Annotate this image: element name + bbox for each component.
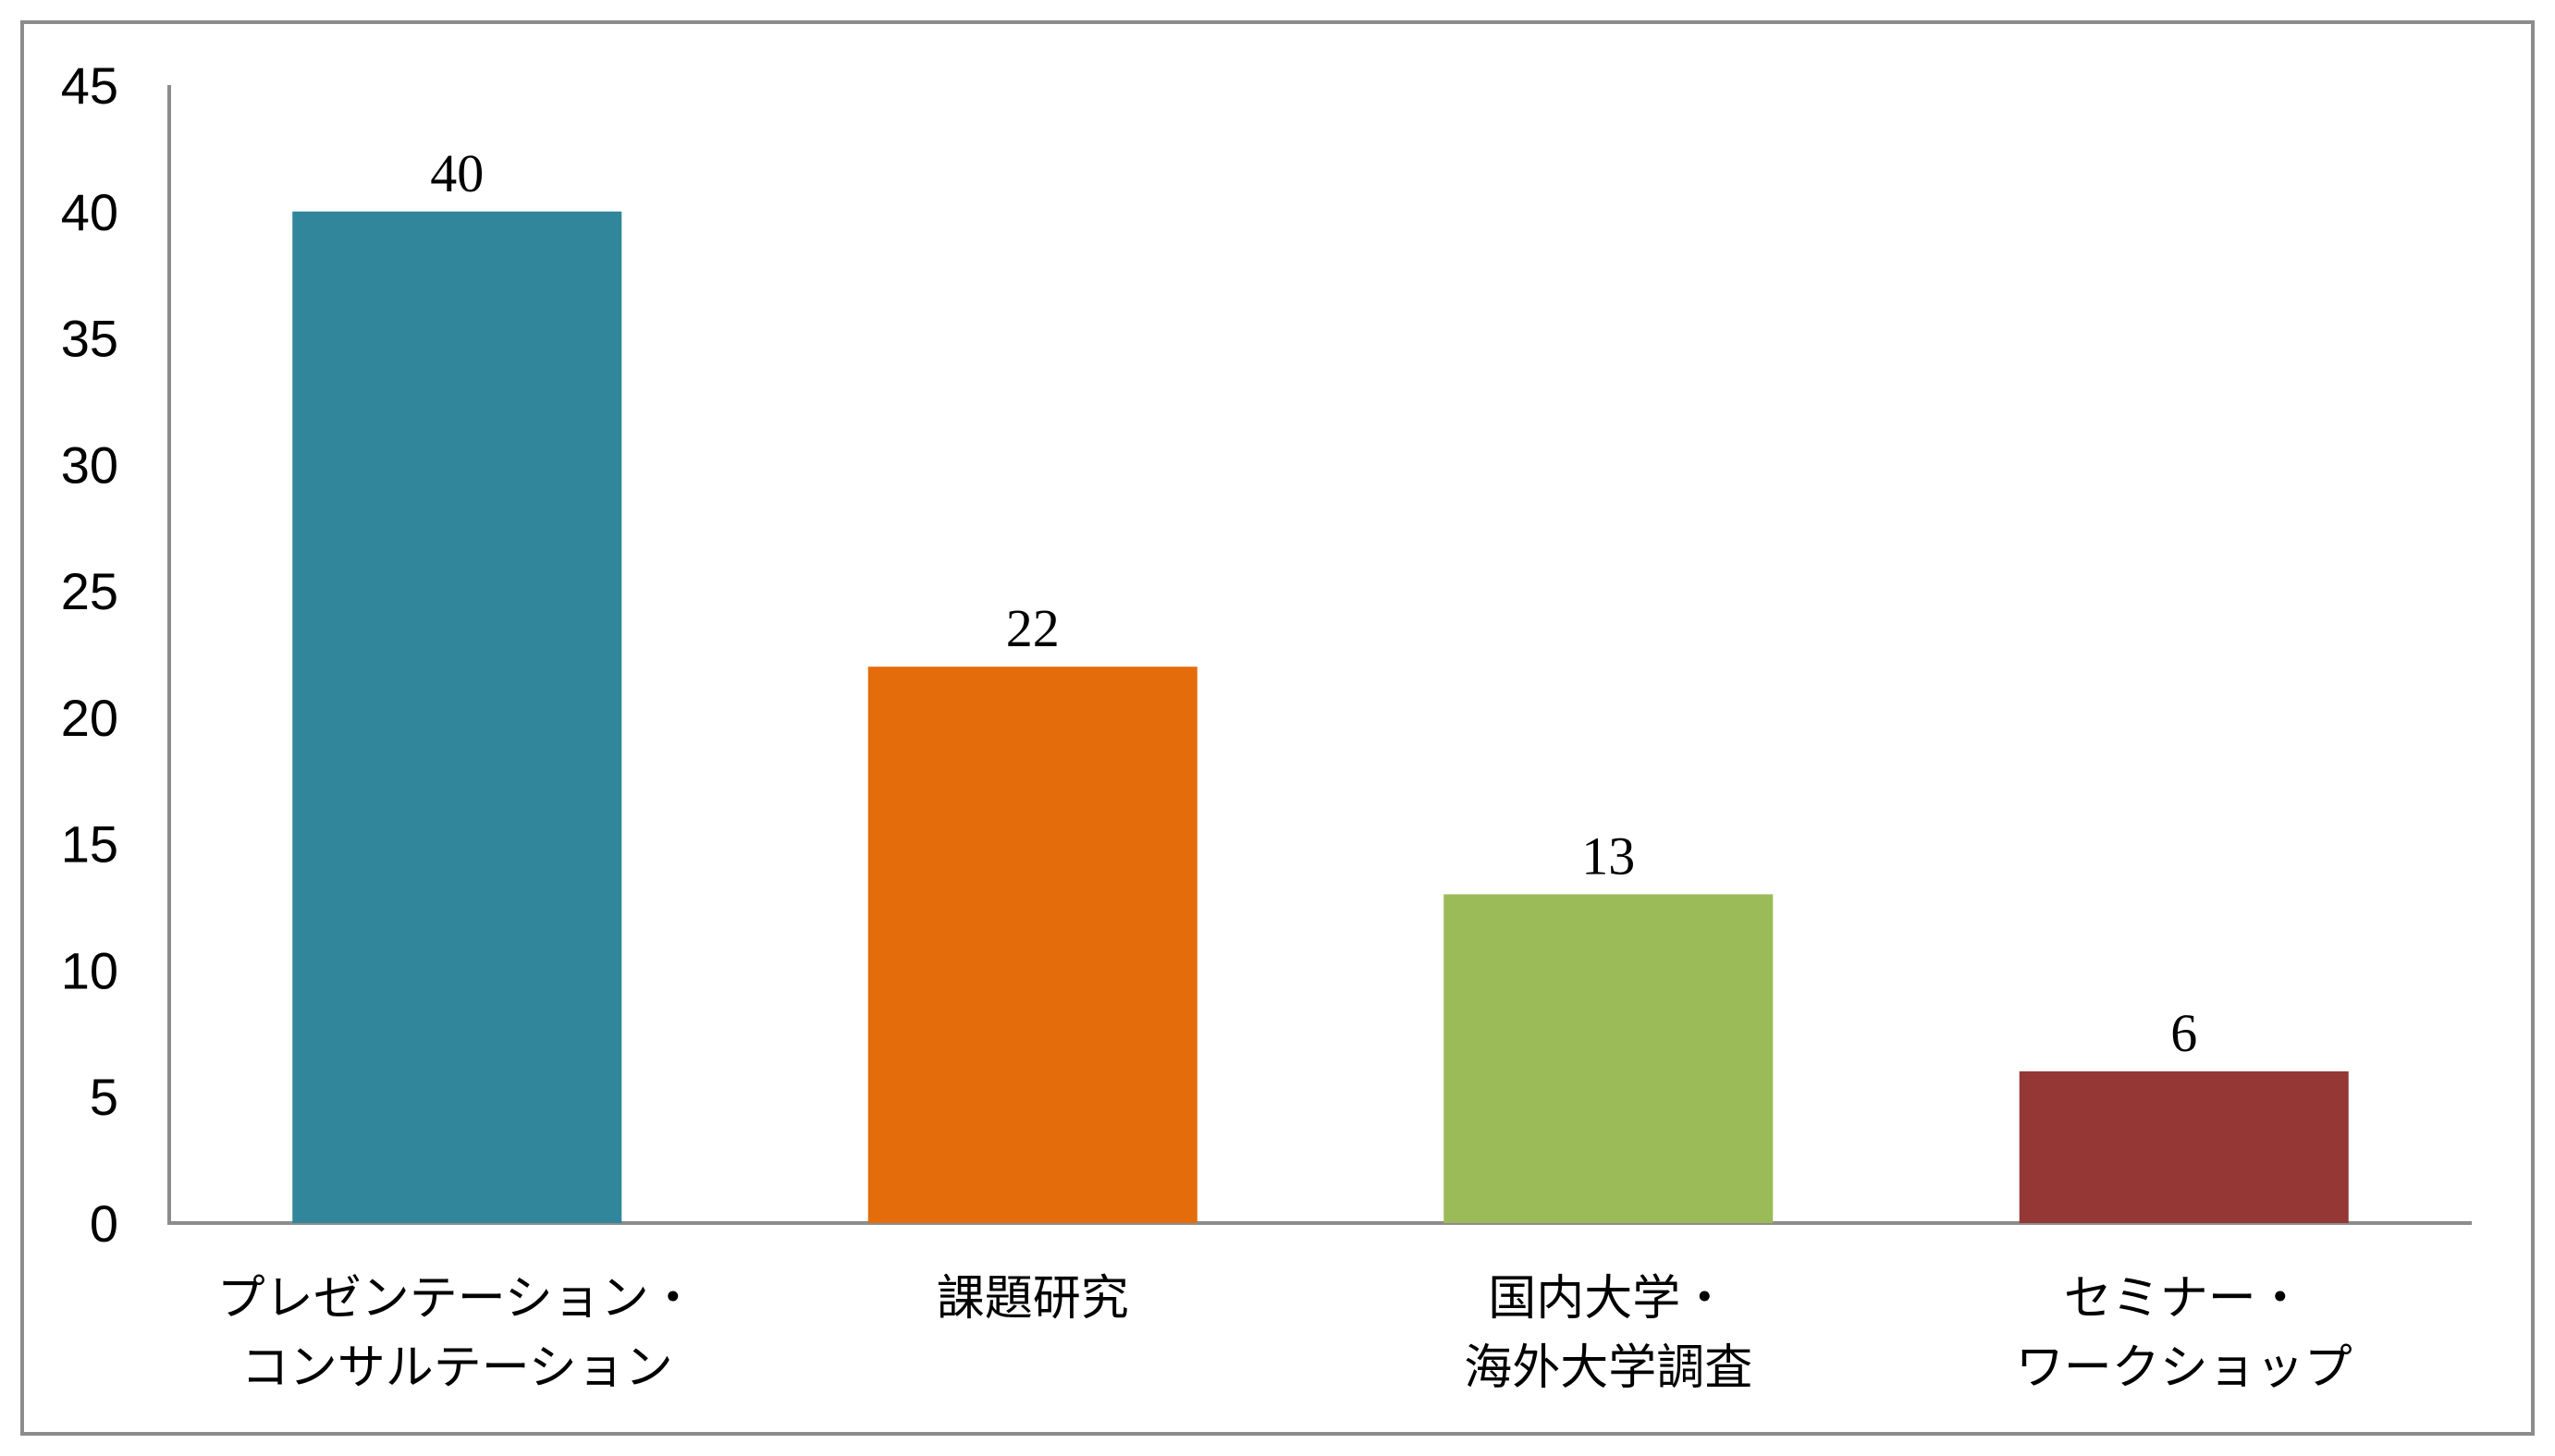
- data-label: 13: [1581, 826, 1635, 886]
- x-category-label: プレゼンテーション・: [217, 1271, 697, 1327]
- y-tick-label: 0: [90, 1194, 118, 1253]
- y-tick-label: 35: [61, 310, 118, 368]
- x-category-label: 海外大学調査: [1464, 1340, 1752, 1396]
- y-tick-label: 5: [90, 1068, 118, 1126]
- bar: [1443, 894, 1774, 1223]
- y-tick-label: 15: [61, 815, 118, 874]
- y-tick-label: 20: [61, 689, 118, 747]
- x-category-label: セミナー・: [2064, 1271, 2304, 1327]
- y-tick-label: 30: [61, 435, 118, 494]
- x-category-label: 国内大学・: [1488, 1271, 1728, 1327]
- y-tick-label: 40: [61, 183, 118, 241]
- x-category-label: ワークショップ: [2016, 1340, 2352, 1396]
- bar: [292, 211, 622, 1223]
- x-category-label: 課題研究: [937, 1271, 1129, 1327]
- bar: [867, 667, 1198, 1223]
- x-category-label: コンサルテーション: [241, 1340, 673, 1396]
- bar: [2019, 1071, 2349, 1223]
- y-tick-label: 10: [61, 941, 118, 999]
- data-label: 6: [2170, 1003, 2197, 1063]
- data-label: 40: [430, 143, 484, 203]
- y-tick-label: 45: [61, 56, 118, 115]
- data-label: 22: [1006, 598, 1060, 658]
- y-tick-label: 25: [61, 562, 118, 620]
